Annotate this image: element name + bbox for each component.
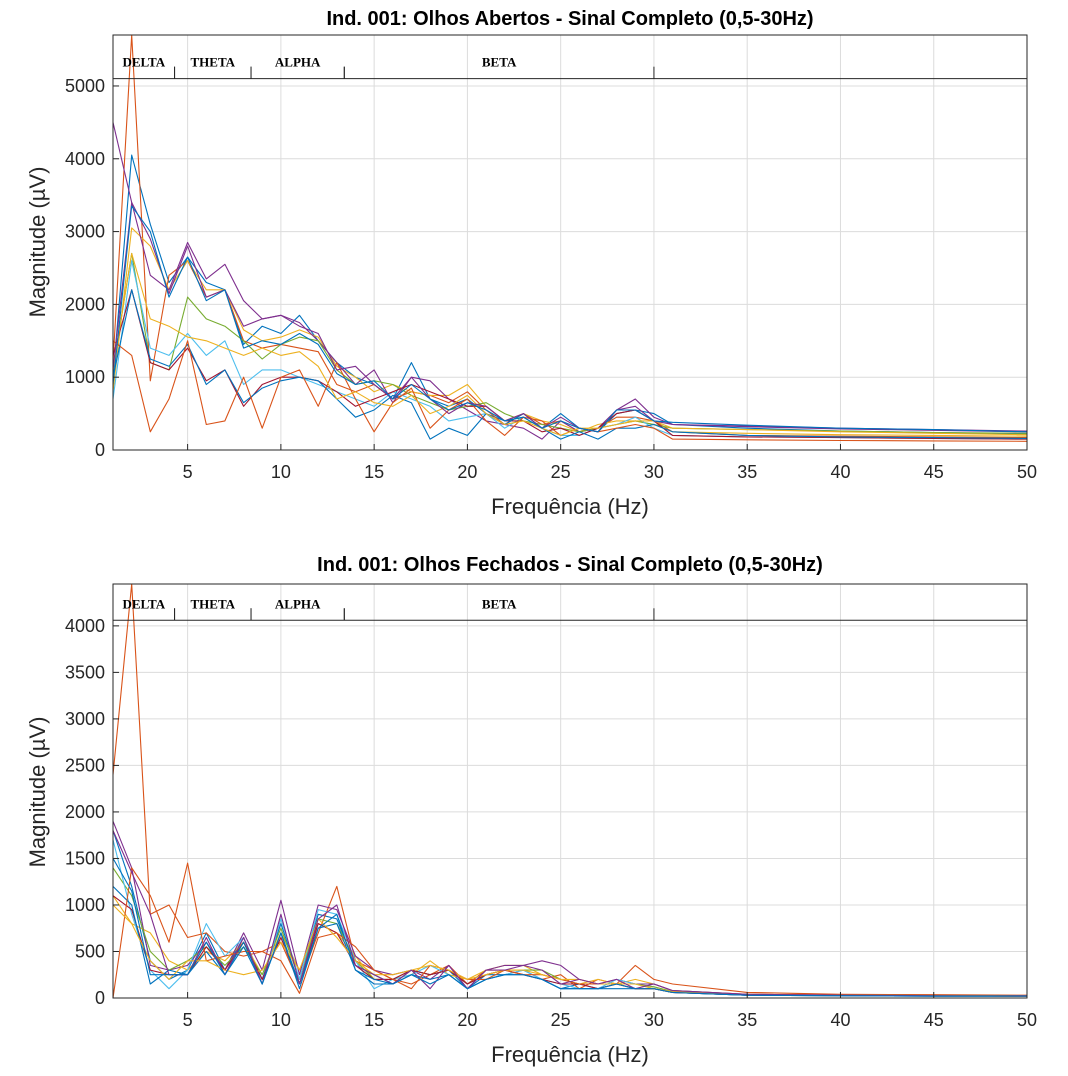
grid — [113, 584, 1027, 998]
y-tick-label: 500 — [75, 941, 105, 961]
x-tick-label: 50 — [1017, 462, 1037, 482]
band-label-delta: DELTA — [122, 596, 165, 611]
series-line-10 — [112, 904, 1028, 997]
series-line-5 — [112, 252, 1028, 434]
x-tick-label: 15 — [364, 462, 384, 482]
y-tick-label: 2000 — [65, 802, 105, 822]
band-label-alpha: ALPHA — [275, 55, 321, 70]
band-label-beta: BETA — [482, 596, 517, 611]
x-tick-label: 40 — [830, 1010, 850, 1030]
plot-area — [112, 34, 1028, 442]
y-tick-label: 3000 — [65, 222, 105, 242]
x-tick-label: 25 — [551, 1010, 571, 1030]
frequency-bands: DELTA THETA ALPHA BETA — [113, 55, 1027, 80]
series-line-1 — [112, 154, 1028, 435]
x-tick-label: 20 — [457, 462, 477, 482]
y-tick-label: 1500 — [65, 848, 105, 868]
y-tick-label: 2000 — [65, 294, 105, 314]
y-axis-ticks: 0 1000 2000 3000 4000 5000 — [65, 76, 119, 460]
x-tick-label: 40 — [830, 462, 850, 482]
y-tick-label: 3500 — [65, 662, 105, 682]
x-tick-label: 5 — [183, 1010, 193, 1030]
series-line-10 — [112, 252, 1028, 436]
y-axis-label: Magnitude (µV) — [25, 167, 50, 318]
y-tick-label: 4000 — [65, 616, 105, 636]
series-line-2 — [112, 583, 1028, 996]
series-line-9 — [112, 862, 1028, 999]
chart-title: Ind. 001: Olhos Abertos - Sinal Completo… — [326, 8, 813, 30]
x-tick-label: 25 — [551, 462, 571, 482]
plot-area — [112, 583, 1028, 999]
frequency-bands: DELTA THETA ALPHA BETA — [113, 596, 1027, 621]
x-axis-ticks: 5 10 15 20 25 30 35 40 45 50 — [183, 444, 1037, 482]
series-line-4 — [112, 122, 1028, 440]
y-tick-label: 1000 — [65, 367, 105, 387]
x-tick-label: 50 — [1017, 1010, 1037, 1030]
grid — [113, 35, 1027, 450]
series-line-8 — [112, 289, 1028, 440]
x-tick-label: 10 — [271, 462, 291, 482]
series-line-5 — [112, 867, 1028, 997]
y-tick-label: 2500 — [65, 755, 105, 775]
y-tick-label: 5000 — [65, 76, 105, 96]
y-tick-label: 0 — [95, 988, 105, 1008]
y-axis-ticks: 0 500 1000 1500 2000 2500 3000 3500 4000 — [65, 616, 119, 1008]
x-tick-label: 45 — [924, 1010, 944, 1030]
y-tick-label: 0 — [95, 440, 105, 460]
band-label-beta: BETA — [482, 55, 517, 70]
axis-box — [112, 583, 1028, 999]
series-line-6 — [112, 260, 1028, 440]
series-line-9 — [112, 340, 1028, 442]
x-tick-label: 20 — [457, 1010, 477, 1030]
x-axis-label: Frequência (Hz) — [491, 1042, 649, 1067]
x-axis-label: Frequência (Hz) — [491, 494, 649, 519]
series-line-4 — [112, 820, 1027, 997]
series-line-1 — [112, 830, 1027, 997]
x-tick-label: 35 — [737, 462, 757, 482]
y-tick-label: 4000 — [65, 149, 105, 169]
x-tick-label: 5 — [183, 462, 193, 482]
chart-closed-eyes: Ind. 001: Olhos Fechados - Sinal Complet… — [25, 554, 1037, 1067]
band-label-alpha: ALPHA — [275, 596, 321, 611]
x-tick-label: 45 — [924, 462, 944, 482]
band-label-theta: THETA — [191, 55, 236, 70]
band-label-theta: THETA — [191, 596, 236, 611]
chart-open-eyes: Ind. 001: Olhos Abertos - Sinal Completo… — [25, 8, 1037, 519]
series-line-3 — [112, 227, 1028, 437]
y-axis-label: Magnitude (µV) — [25, 717, 50, 868]
x-tick-label: 35 — [737, 1010, 757, 1030]
series-line-11 — [112, 830, 1028, 997]
band-label-delta: DELTA — [122, 55, 165, 70]
series-line-7 — [112, 289, 1028, 440]
axis-box — [112, 34, 1028, 451]
x-tick-label: 10 — [271, 1010, 291, 1030]
x-axis-ticks: 5 10 15 20 25 30 35 40 45 50 — [183, 992, 1037, 1030]
y-tick-label: 3000 — [65, 709, 105, 729]
chart-title: Ind. 001: Olhos Fechados - Sinal Complet… — [317, 554, 823, 576]
series-line-12 — [112, 205, 1028, 433]
x-tick-label: 30 — [644, 1010, 664, 1030]
y-tick-label: 1000 — [65, 895, 105, 915]
x-tick-label: 15 — [364, 1010, 384, 1030]
series-line-12 — [112, 858, 1027, 997]
x-tick-label: 30 — [644, 462, 664, 482]
